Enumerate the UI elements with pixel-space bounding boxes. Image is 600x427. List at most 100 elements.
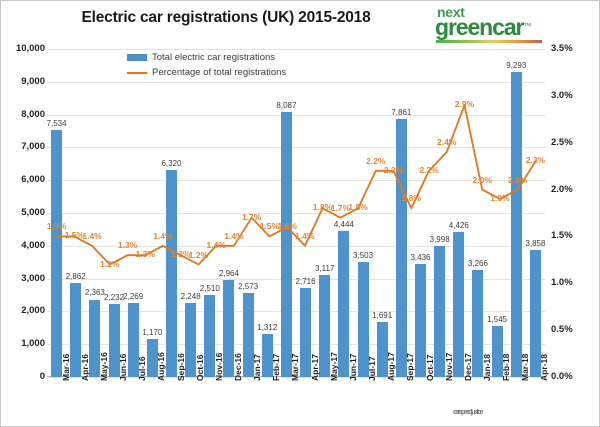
- bar-feb-18[interactable]: [491, 326, 503, 377]
- bar-value-label: 3,858: [525, 239, 546, 249]
- percentage-value-label: 1.3%: [135, 249, 155, 260]
- percentage-value-label: 2.2%: [383, 164, 404, 175]
- x-axis-tick-label: Feb-17: [271, 353, 282, 381]
- percentage-value-label: 2.4%: [437, 137, 457, 148]
- bar-value-label: 2,232: [104, 292, 125, 302]
- x-axis-tick-label: Jun-16: [118, 353, 129, 381]
- bar-value-label: 8,087: [276, 100, 297, 110]
- bar-sep-17[interactable]: [395, 119, 407, 377]
- gridline: [47, 147, 545, 149]
- bar-oct-16[interactable]: [185, 303, 197, 377]
- y-axis-left-tick-label: 6,000: [21, 174, 45, 186]
- bar-mar-17[interactable]: [280, 111, 292, 377]
- x-axis-tick-label: Dec-17: [462, 353, 473, 381]
- bar-oct-17[interactable]: [415, 264, 426, 377]
- gridline: [47, 344, 545, 346]
- x-axis-tick-label: Aug-16: [156, 352, 167, 381]
- plot-area: 7,534 2,862 2,363 2,232 2,269 1,170 6,320 2,248…: [47, 49, 545, 378]
- y-axis-left-tick-label: 5,000: [21, 207, 45, 218]
- bar-value-label: 4,444: [333, 220, 354, 230]
- percentage-value-label: 1.3%: [117, 240, 138, 251]
- bar-dec-16[interactable]: [223, 279, 235, 377]
- bar-value-label: 2,862: [65, 272, 86, 282]
- gridline: [47, 180, 545, 182]
- x-axis-tick-label: Apr-17: [309, 354, 320, 381]
- y-axis-right-tick-label: 1.5%: [551, 230, 573, 242]
- bar-may-16[interactable]: [89, 299, 101, 377]
- y-axis-right-tick-label: 1.0%: [551, 277, 573, 289]
- y-axis-left-tick-label: 2,000: [21, 305, 45, 317]
- bar-value-label: 3,117: [315, 263, 335, 273]
- x-axis-tick-label: Mar-18: [520, 353, 531, 381]
- bar-jun-16[interactable]: [108, 303, 120, 377]
- bar-apr-16[interactable]: [70, 283, 82, 377]
- y-axis-right-tick-label: 2.5%: [551, 136, 573, 148]
- percentage-value-label: 1.5%: [259, 221, 280, 232]
- gridline: [47, 278, 545, 280]
- percentage-value-label: 1.4%: [82, 230, 102, 241]
- bar-dec-17[interactable]: [453, 231, 465, 377]
- x-axis-tick-label: Aug-17: [386, 352, 397, 381]
- bar-value-label: 1,312: [257, 322, 278, 332]
- bar-jan-18[interactable]: [472, 269, 484, 377]
- percentage-value-label: 1.8%: [348, 202, 368, 213]
- x-axis-tick-label: Dec-16: [232, 353, 243, 381]
- bar-may-17[interactable]: [319, 274, 331, 377]
- bar-feb-17[interactable]: [261, 333, 273, 377]
- gridline: [47, 49, 545, 50]
- x-axis-tick-label: Nov-16: [213, 352, 224, 381]
- percentage-value-label: 2.9%: [454, 99, 475, 110]
- bar-nov-17[interactable]: [434, 245, 446, 377]
- bar-aug-16[interactable]: [146, 338, 158, 377]
- bar-jun-17[interactable]: [338, 231, 350, 377]
- bar-jan-17[interactable]: [242, 292, 254, 377]
- y-axis-left-tick-label: 0: [39, 371, 45, 382]
- gridline: [47, 81, 545, 83]
- x-axis-tick-label: Feb-18: [501, 353, 512, 381]
- percentage-value-label: 2.0%: [508, 174, 528, 185]
- y-axis-right-tick-label: 3.0%: [551, 89, 573, 101]
- bar-mar-18[interactable]: [510, 72, 522, 377]
- next-greencar-logo: next greencar™: [435, 5, 555, 47]
- logo-next-text: next: [437, 4, 465, 20]
- bar-value-label: 2,716: [295, 276, 316, 286]
- bar-jul-16[interactable]: [127, 302, 139, 377]
- legend-item-bars[interactable]: Total electric car registrations: [127, 50, 286, 65]
- x-axis-tick-label: Oct-17: [424, 354, 435, 381]
- percentage-value-label: 1.4%: [224, 230, 244, 241]
- bar-jul-17[interactable]: [357, 262, 369, 377]
- bar-mar-16[interactable]: [51, 129, 63, 377]
- y-axis-left-tick-label: 3,000: [21, 272, 45, 284]
- bar-apr-17[interactable]: [300, 287, 312, 377]
- y-axis-left-tick-label: 8,000: [21, 108, 45, 120]
- x-axis-tick-label: Apr-16: [79, 354, 90, 381]
- x-axis-tick-label: Sep-16: [175, 353, 186, 381]
- y-axis-left-tick-label: 7,000: [21, 141, 45, 153]
- logo-trademark-icon: ™: [523, 21, 532, 31]
- gridline: [47, 311, 545, 313]
- x-axis-tick-label: Jun-17: [347, 353, 358, 381]
- legend-item-line[interactable]: Percentage of total registrations: [127, 65, 286, 80]
- x-axis-tick-label: Oct-16: [194, 354, 205, 381]
- gridline: [47, 377, 545, 378]
- percentage-value-label: 2.2%: [419, 164, 439, 175]
- bar-apr-18[interactable]: [529, 250, 541, 377]
- bar-value-label: 3,503: [353, 251, 374, 261]
- legend-label-bars: Total electric car registrations: [152, 52, 276, 63]
- percentage-value-label: 1.8%: [312, 202, 333, 213]
- x-axis-tick-label: May-17: [328, 352, 339, 381]
- x-axis-tick-label: Sep-17: [405, 353, 416, 381]
- bar-aug-17[interactable]: [376, 321, 388, 377]
- y-axis-right-tick-label: 2.0%: [551, 183, 573, 195]
- bar-nov-16[interactable]: [204, 294, 216, 377]
- percentage-value-label: 1.3%: [171, 249, 191, 260]
- bar-value-label: 3,998: [429, 234, 450, 244]
- percentage-value-label: 1.4%: [295, 230, 315, 241]
- bar-value-label: 7,861: [391, 108, 412, 118]
- gridline: [47, 114, 545, 116]
- legend-label-line: Percentage of total registrations: [152, 67, 287, 78]
- x-axis-tick-label: Jan-17: [252, 354, 263, 381]
- bar-sep-16[interactable]: [166, 169, 177, 377]
- legend-bar-swatch-icon: [127, 54, 147, 61]
- bar-value-label: 3,436: [410, 253, 431, 263]
